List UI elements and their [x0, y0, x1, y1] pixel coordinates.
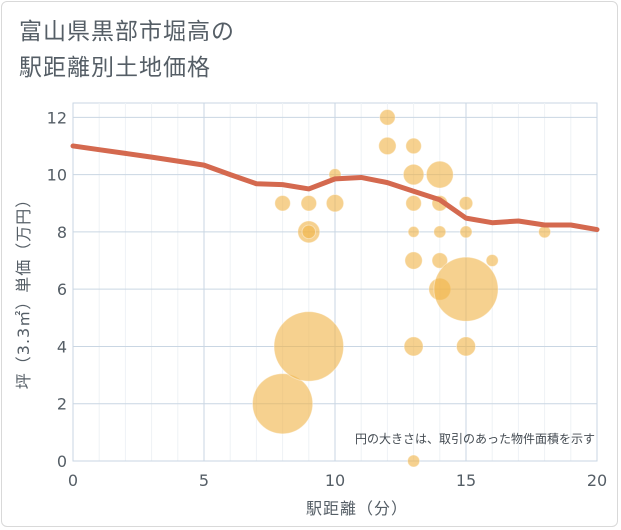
- bubble-series: [251, 109, 552, 468]
- trend-line: [70, 143, 600, 233]
- y-tick-label: 8: [57, 223, 67, 242]
- bubble-point: [404, 251, 423, 270]
- bubble-point: [301, 224, 317, 240]
- x-tick-label: 10: [325, 471, 345, 490]
- chart-title: 富山県黒部市堀高の 駅距離別土地価格: [19, 14, 235, 86]
- bubble-point: [251, 373, 314, 435]
- bubble-point: [407, 454, 421, 468]
- bubble-point: [378, 136, 397, 156]
- bubble-point: [538, 225, 552, 239]
- chart-title-line2: 駅距離別土地価格: [19, 55, 211, 81]
- bubble-point: [403, 336, 424, 357]
- chart-title-line1: 富山県黒部市堀高の: [19, 19, 235, 45]
- y-tick-label: 4: [57, 337, 67, 356]
- y-tick-label: 2: [57, 395, 67, 414]
- x-tick-label: 20: [587, 471, 607, 490]
- bubble-point: [433, 225, 447, 239]
- bubble-point: [425, 160, 454, 189]
- bubble-point: [300, 194, 318, 212]
- y-tick-label: 10: [47, 166, 67, 185]
- x-tick-label: 5: [199, 471, 209, 490]
- bubble-point: [455, 336, 477, 357]
- y-tick-label: 12: [47, 108, 67, 127]
- bubble-point: [458, 196, 474, 211]
- bubble-point: [431, 252, 449, 269]
- bubble-point: [274, 194, 291, 212]
- price-trend-line-series: [70, 143, 600, 233]
- axis-ticks: 0 5 10 15 20 0 2 4 6 8 10 12: [47, 108, 608, 490]
- bubble-point: [407, 225, 420, 238]
- x-tick-label: 15: [456, 471, 476, 490]
- y-axis-label: 坪（3.3㎡）単価（万円）: [14, 191, 33, 389]
- bubble-point: [485, 253, 499, 268]
- bubble-point: [325, 194, 345, 213]
- bubble-point: [273, 311, 345, 382]
- y-tick-label: 0: [57, 452, 67, 471]
- bubble-point: [405, 194, 422, 212]
- bubble-point: [459, 225, 473, 239]
- bubble-point: [433, 256, 499, 322]
- y-tick-label: 6: [57, 280, 67, 299]
- bubble-point: [379, 109, 396, 126]
- annotation-note: 円の大きさは、取引のあった物件面積を示す: [355, 431, 595, 446]
- x-tick-label: 0: [68, 471, 78, 490]
- bubble-point: [405, 137, 422, 155]
- bubble-point: [402, 163, 425, 186]
- x-axis-label: 駅距離（分）: [306, 499, 408, 518]
